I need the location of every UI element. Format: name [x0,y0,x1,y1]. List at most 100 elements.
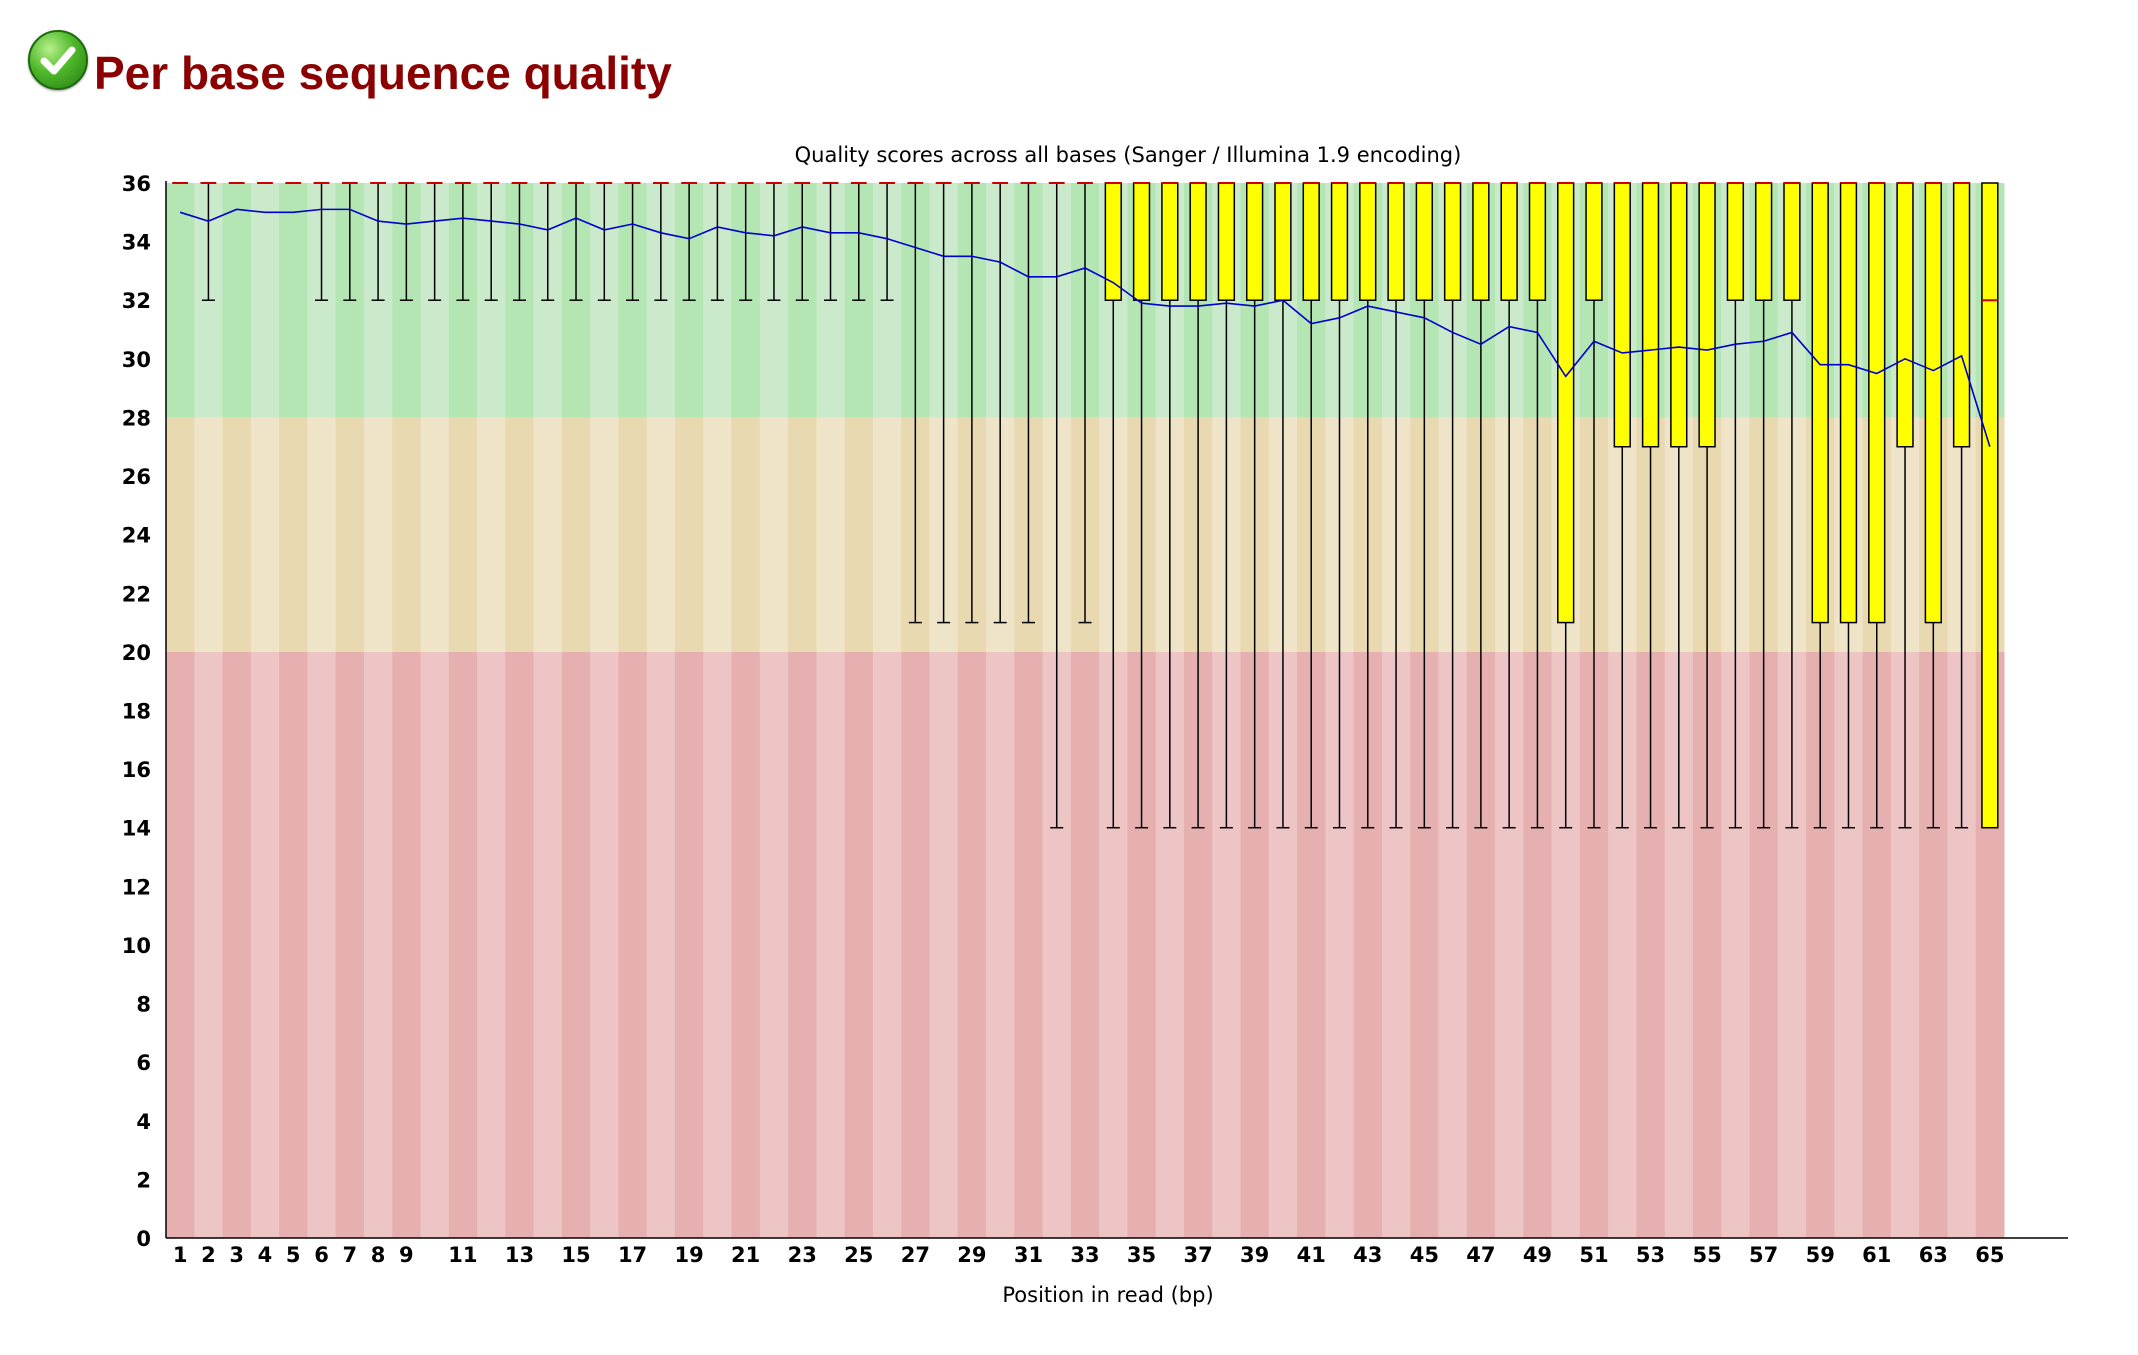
y-tick-label: 28 [122,406,151,430]
quality-box [1613,182,1631,448]
x-tick-label: 15 [561,1243,590,1267]
y-tick-label: 10 [122,934,151,958]
x-tick-label: 17 [618,1243,647,1267]
quality-box [1302,182,1320,301]
y-tick-label: 34 [122,231,151,255]
boxes-layer [172,182,1999,829]
quality-box [1896,182,1914,448]
x-tick-label: 55 [1692,1243,1721,1267]
x-tick-label: 2 [201,1243,216,1267]
y-tick-label: 30 [122,348,151,372]
mean-layer [179,208,1991,447]
x-tick-label: 5 [286,1243,301,1267]
x-tick-label: 35 [1127,1243,1156,1267]
band-0-stripe [166,183,195,418]
quality-box [1585,182,1603,301]
band-2-stripe [250,651,280,1238]
quality-box [1783,182,1801,301]
band-2-stripe [392,651,421,1238]
band-2-stripe [788,651,817,1238]
chart-title: Quality scores across all bases (Sanger … [795,143,1462,167]
quality-box [1472,182,1490,301]
x-tick-label: 1 [173,1243,188,1267]
x-tick-label: 11 [448,1243,477,1267]
band-2-stripe [363,651,393,1238]
band-1-stripe [590,417,619,652]
band-1-stripe [166,417,195,652]
x-tick-label: 7 [342,1243,357,1267]
band-1-stripe [674,417,704,652]
band-2-stripe [222,651,252,1238]
x-tick-label: 25 [844,1243,873,1267]
x-tick-label: 31 [1014,1243,1043,1267]
axes [165,181,2068,1239]
band-2-stripe [448,651,478,1238]
band-1-stripe [420,417,450,652]
x-tick-label: 19 [675,1243,704,1267]
band-1-stripe [505,417,535,652]
page-title: Per base sequence quality [94,47,672,99]
band-2-stripe [590,651,619,1238]
band-2-stripe [335,651,365,1238]
x-tick-label: 57 [1749,1243,1778,1267]
x-tick-label: 49 [1523,1243,1552,1267]
x-tick-label: 65 [1975,1243,2004,1267]
band-2-stripe [166,651,195,1238]
x-tick-label: 43 [1353,1243,1382,1267]
band-1-stripe [250,417,280,652]
y-tick-label: 20 [122,641,151,665]
x-tick-label: 6 [314,1243,329,1267]
x-tick-label: 4 [258,1243,273,1267]
quality-box [1670,182,1688,448]
band-2-stripe [505,651,535,1238]
y-tick-label: 8 [136,993,151,1017]
quality-box [1161,182,1179,301]
x-tick-label: 53 [1636,1243,1665,1267]
quality-box [1189,182,1207,301]
band-1-stripe [872,417,902,652]
quality-box [1868,182,1886,624]
check-circle-icon [28,30,88,90]
band-1-stripe [392,417,421,652]
band-1-stripe [477,417,506,652]
x-tick-label: 45 [1410,1243,1439,1267]
quality-box [1330,182,1349,301]
x-tick-label: 29 [957,1243,986,1267]
quality-box [1443,182,1462,301]
mean-line [179,208,1991,447]
quality-box [1274,182,1292,301]
band-1-stripe [759,417,789,652]
quality-box [1557,182,1575,624]
y-tick-label: 12 [122,875,151,899]
x-tick-label: 3 [229,1243,244,1267]
y-tick-label: 14 [122,817,151,841]
band-2-stripe [816,651,846,1238]
band-2-stripe [420,651,450,1238]
band-1-stripe [703,417,733,652]
band-2-stripe [759,651,789,1238]
x-tick-label: 63 [1919,1243,1948,1267]
band-2-stripe [901,651,930,1238]
quality-box [1500,182,1518,301]
band-0-stripe [250,183,280,418]
band-1-stripe [646,417,676,652]
y-tick-label: 32 [122,289,151,313]
quality-box [1387,182,1405,301]
quality-box [1952,182,1971,448]
band-1-stripe [788,417,817,652]
band-1-stripe [448,417,478,652]
quality-box [1528,182,1547,301]
quality-box [1217,182,1236,301]
band-2-stripe [646,651,676,1238]
quality-box [1415,182,1433,301]
band-2-stripe [307,651,337,1238]
x-axis-label: Position in read (bp) [1002,1283,1213,1307]
x-tick-label: 9 [399,1243,414,1267]
band-2-stripe [279,651,308,1238]
quality-box [1754,182,1773,301]
band-2-stripe [929,651,959,1238]
y-tick-label: 18 [122,700,151,724]
quality-box [1924,182,1942,624]
